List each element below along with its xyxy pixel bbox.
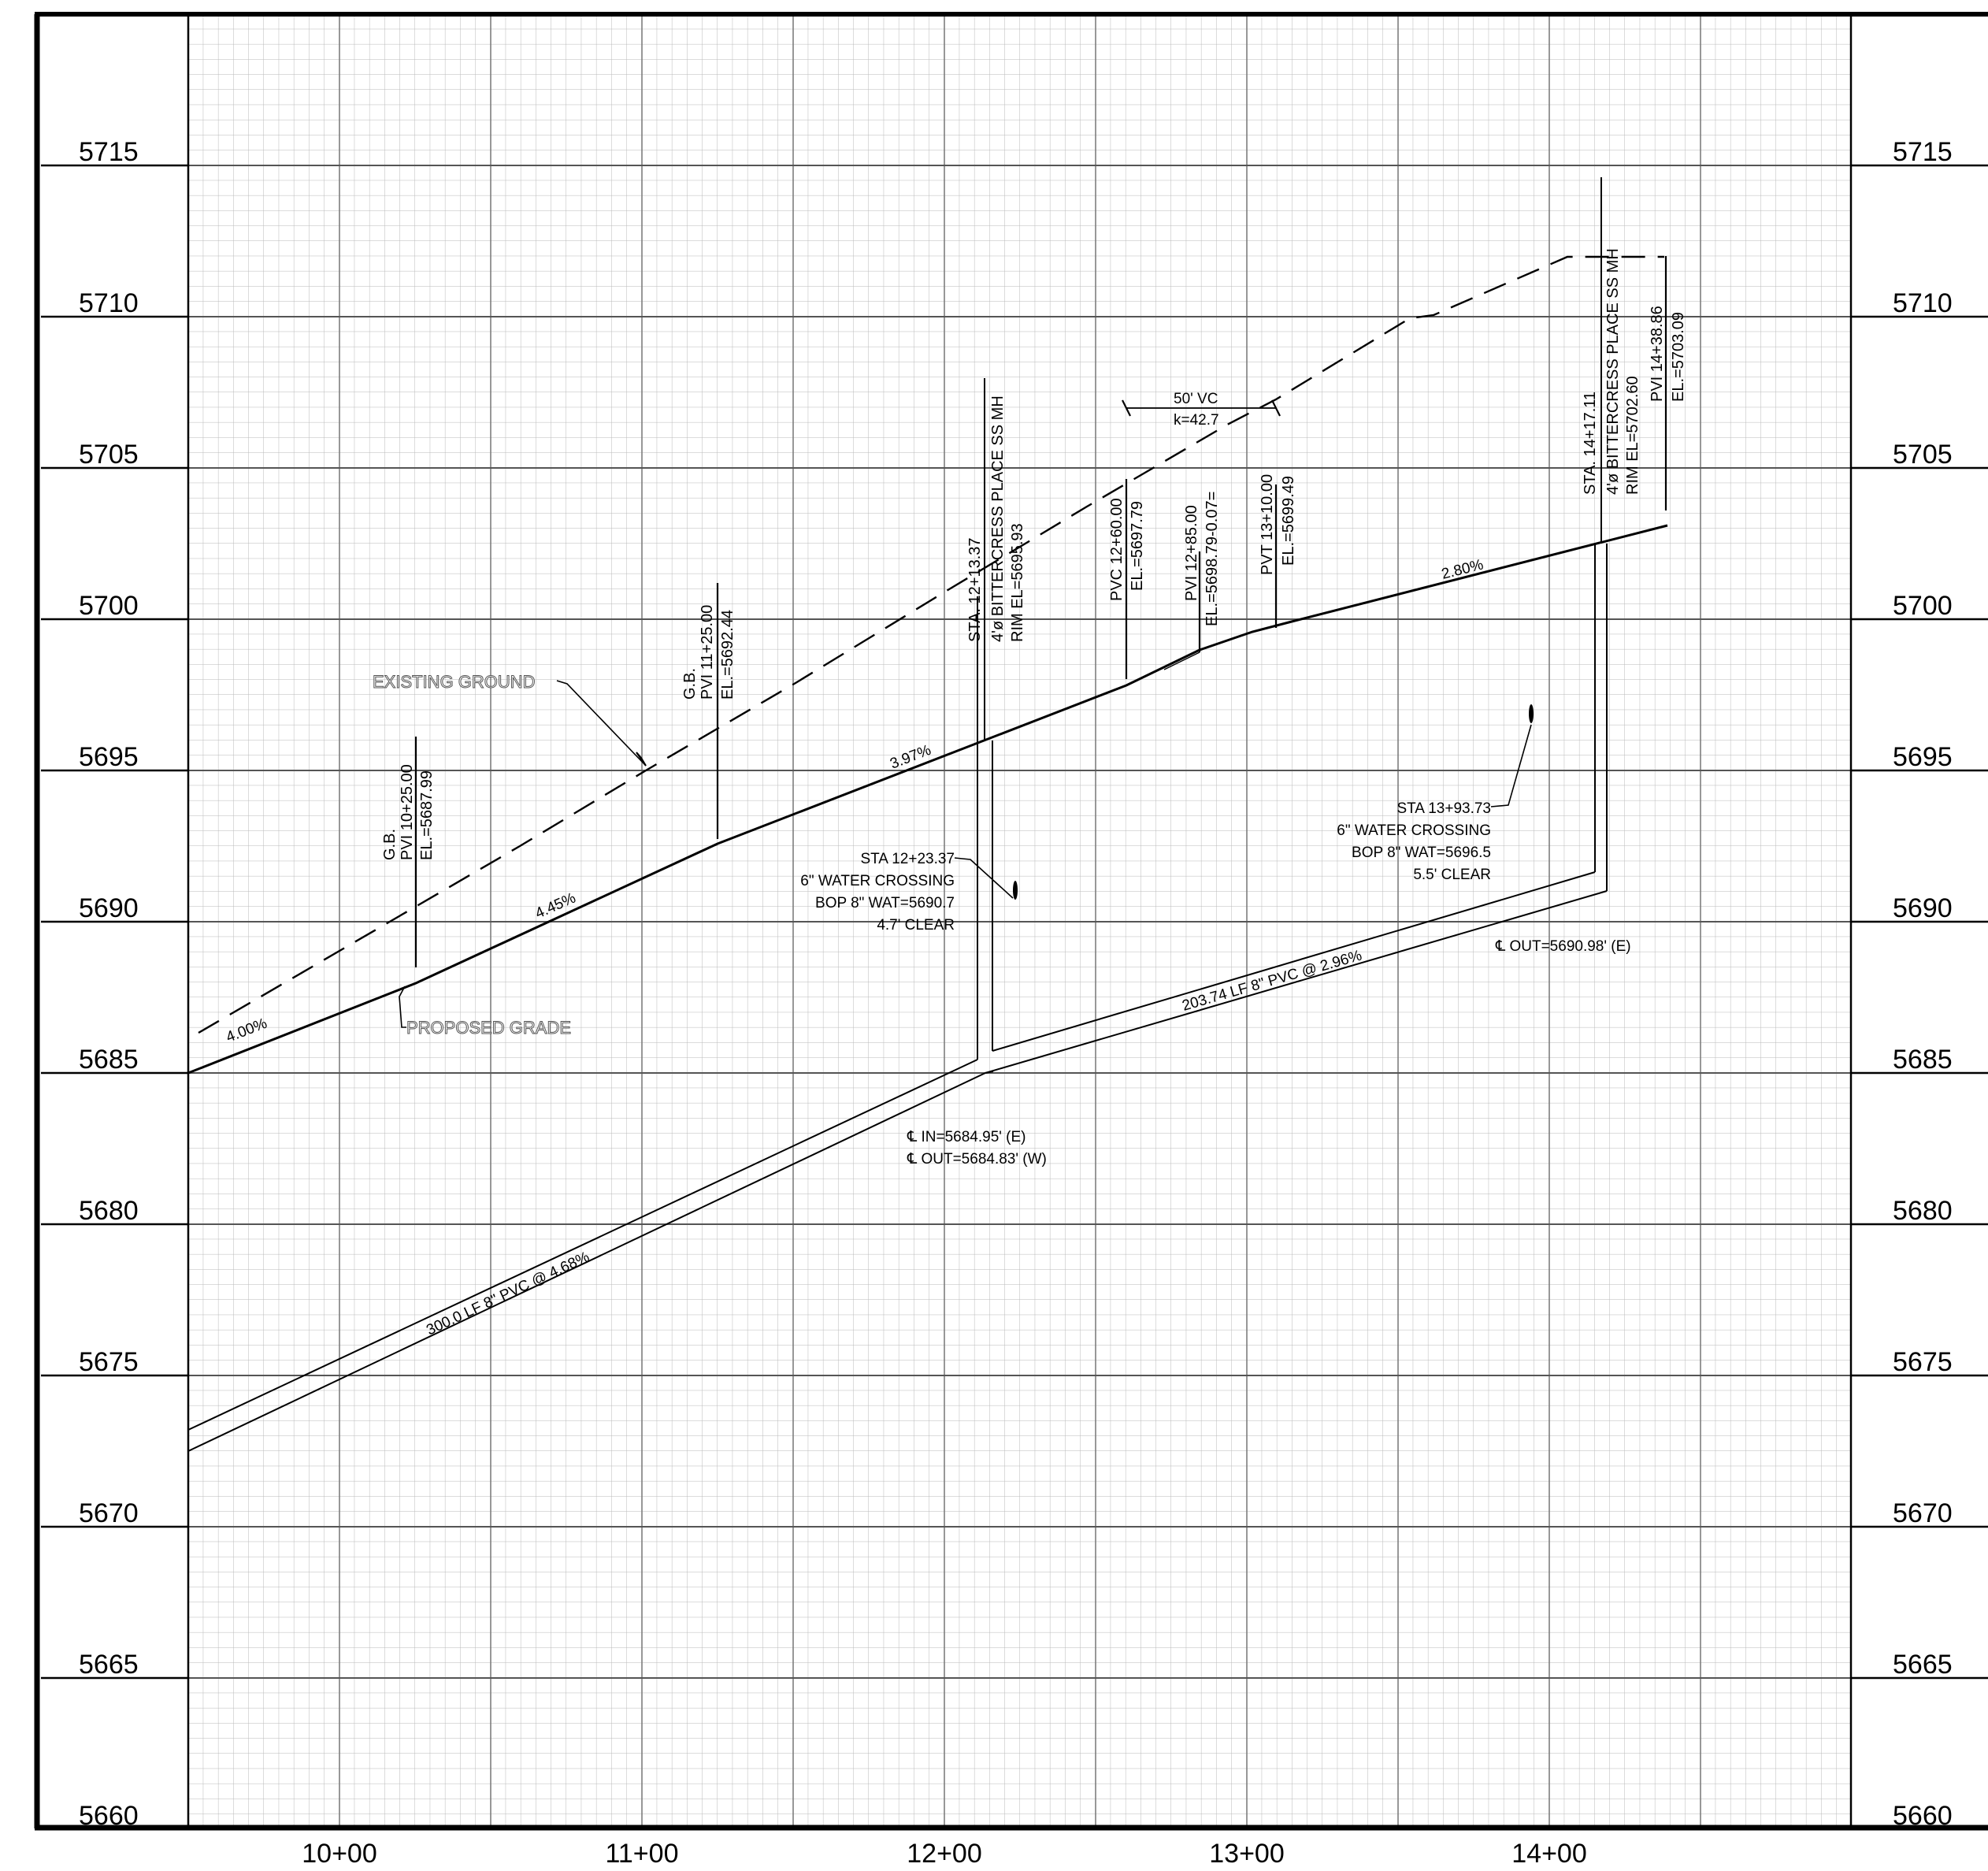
mh2-l3: RIM EL=5702.60 — [1624, 376, 1641, 495]
elevation-label-right: 5710 — [1893, 288, 1953, 318]
mh1-l1: STA. 12+13.37 — [966, 538, 984, 643]
station-label: 14+00 — [1511, 1839, 1587, 1869]
station-label: 12+00 — [907, 1839, 982, 1869]
elevation-label-right: 5715 — [1893, 137, 1953, 167]
mh1-l2: 4'ø BITTERCRESS PLACE SS MH — [989, 395, 1007, 642]
elevation-label-left: 5675 — [79, 1347, 139, 1377]
water-crossing-2-marker — [1529, 704, 1534, 723]
elevation-label-right: 5660 — [1893, 1801, 1953, 1831]
pvc-l2: EL.=5697.79 — [1129, 501, 1146, 591]
callout-leaders — [414, 256, 1667, 967]
existing-ground-note: EXISTING GROUND — [373, 672, 536, 692]
wc2-l1: STA 13+93.73 — [1396, 800, 1491, 817]
existing-ground-leader — [556, 680, 647, 767]
water-crossing-2-leader — [1490, 724, 1532, 807]
elevation-label-right: 5675 — [1893, 1347, 1953, 1377]
sewer-pipe-1-crown — [187, 1059, 978, 1431]
wc1-l2: 6" WATER CROSSING — [800, 873, 955, 889]
elevation-axis-right: 5715 5710 5705 5700 5695 5690 5685 5680 5675 5670… — [1851, 137, 1988, 1831]
mh2-l1: STA. 14+17.11 — [1582, 392, 1599, 495]
gb2-l3: EL.=5692.44 — [719, 610, 736, 700]
gb2-l2: PVI 11+25.00 — [699, 605, 716, 700]
proposed-grade-line — [187, 524, 1668, 1075]
elevation-label-right: 5695 — [1893, 742, 1953, 772]
elevation-label-left: 5660 — [79, 1801, 139, 1831]
pvi-l2: EL.=5698.79-0.07= — [1204, 492, 1221, 626]
station-label: 11+00 — [606, 1839, 679, 1869]
wc2-l3: BOP 8" WAT=5696.5 — [1352, 845, 1491, 861]
elevation-label-left: 5695 — [79, 742, 139, 772]
station-label: 13+00 — [1209, 1839, 1285, 1869]
elevation-label-left: 5670 — [79, 1498, 139, 1528]
elevation-label-right: 5665 — [1893, 1650, 1953, 1680]
pvi-end-l2: EL.=5703.09 — [1670, 312, 1687, 402]
elevation-label-right: 5685 — [1893, 1045, 1953, 1075]
elevation-label-left: 5685 — [79, 1045, 139, 1075]
elevation-label-right: 5700 — [1893, 591, 1953, 621]
proposed-grade-note: PROPOSED GRADE — [406, 1018, 571, 1038]
elevation-label-left: 5680 — [79, 1196, 139, 1226]
gb2-l1: G.B. — [681, 668, 699, 700]
mh2-flowline-out: ℄ OUT=5690.98' (E) — [1495, 938, 1631, 955]
sewer-pipe-2-invert — [985, 890, 1608, 1074]
elevation-label-right: 5705 — [1893, 440, 1953, 470]
vc-k: k=42.7 — [1174, 412, 1219, 429]
elevation-label-left: 5710 — [79, 288, 139, 318]
wc1-l1: STA 12+23.37 — [860, 851, 955, 867]
mh2-l2: 4'ø BITTERCRESS PLACE SS MH — [1604, 248, 1622, 495]
sewer-pipe-2-crown — [992, 871, 1596, 1052]
pvc-l1: PVC 12+60.00 — [1108, 498, 1126, 601]
gb1-l2: PVI 10+25.00 — [399, 764, 416, 860]
mh1-flowline-out: ℄ OUT=5684.83' (W) — [907, 1151, 1047, 1168]
elevation-label-right: 5680 — [1893, 1196, 1953, 1226]
manhole-2 — [1594, 177, 1608, 891]
elevation-label-right: 5670 — [1893, 1498, 1953, 1528]
mh1-l3: RIM EL=5695.93 — [1009, 523, 1026, 642]
station-axis: 10+00 11+00 12+00 13+00 14+00 — [302, 1839, 1587, 1869]
manhole-1 — [977, 378, 993, 1060]
elevation-label-left: 5705 — [79, 440, 139, 470]
elevation-label-left: 5665 — [79, 1650, 139, 1680]
mh1-flowline-in: ℄ IN=5684.95' (E) — [907, 1129, 1026, 1145]
gb1-l3: EL.=5687.99 — [418, 770, 436, 860]
pvi-end-l1: PVI 14+38.86 — [1649, 306, 1666, 402]
elevation-label-left: 5690 — [79, 893, 139, 923]
pvt-l2: EL.=5699.49 — [1280, 476, 1297, 566]
wc2-l4: 5.5' CLEAR — [1413, 867, 1491, 883]
pvi-l1: PVI 12+85.00 — [1183, 505, 1200, 601]
existing-ground-arrow — [636, 752, 647, 767]
elevation-axis-left: 5715 5710 5705 5700 5695 5690 5685 5680 5675 5670… — [41, 137, 188, 1831]
elevation-label-right: 5690 — [1893, 893, 1953, 923]
vc-length: 50' VC — [1174, 391, 1218, 407]
gb1-l1: G.B. — [381, 829, 399, 860]
station-label: 10+00 — [302, 1839, 377, 1869]
water-crossing-1-marker — [1013, 881, 1018, 900]
proposed-grade-leader — [399, 986, 406, 1028]
sewer-pipe-1-invert — [187, 1072, 986, 1452]
pvt-l1: PVT 13+10.00 — [1259, 474, 1276, 575]
water-crossing-1-leader — [954, 857, 1014, 899]
wc1-l4: 4.7' CLEAR — [877, 917, 955, 934]
wc2-l2: 6" WATER CROSSING — [1337, 822, 1491, 839]
elevation-label-left: 5715 — [79, 137, 139, 167]
wc1-l3: BOP 8" WAT=5690.7 — [815, 895, 955, 911]
elevation-label-left: 5700 — [79, 591, 139, 621]
existing-ground-line — [198, 255, 1664, 1034]
